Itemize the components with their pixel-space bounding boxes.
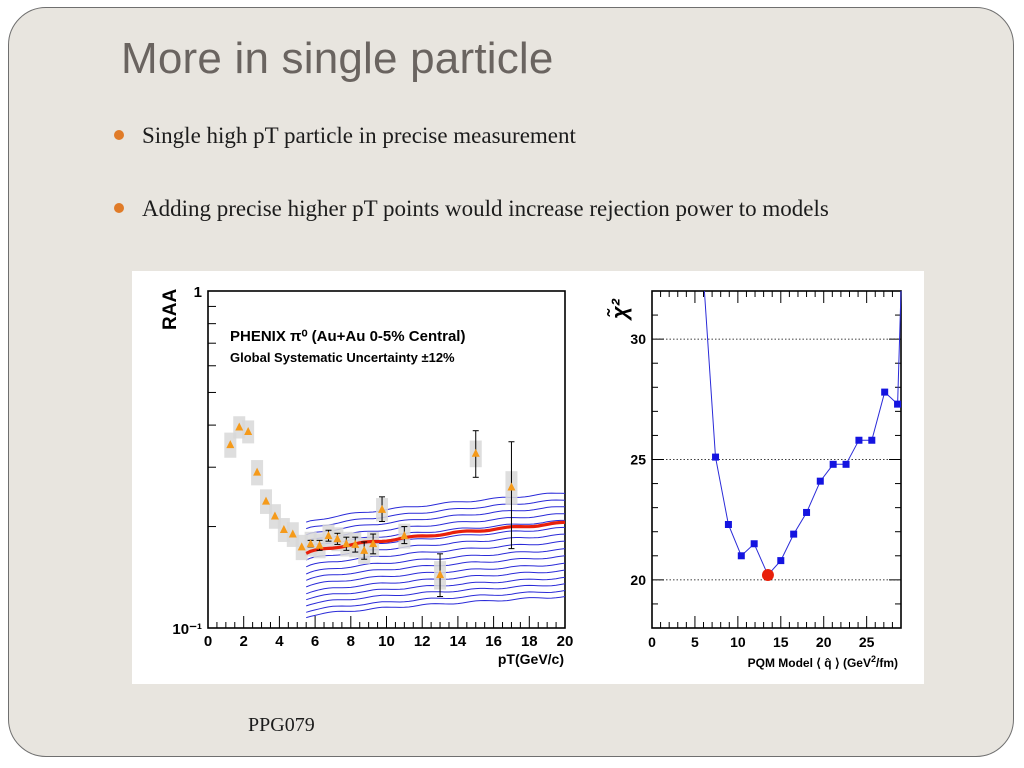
raa-model-curve: [306, 590, 566, 613]
bullet-text: Single high pT particle in precise measu…: [142, 123, 576, 148]
raa-y-ticks: 1 10⁻¹: [172, 284, 222, 638]
raa-annotation-line2: Global Systematic Uncertainty ±12%: [230, 350, 455, 365]
chi2-marker: [842, 460, 850, 468]
chi2-marker: [712, 453, 720, 461]
raa-model-curve: [306, 506, 566, 536]
chi2-chart: 20 25 30 0 5 10 15 20 25 χ̃² PQM Model ⟨ q̂ ⟩ (…: [607, 290, 902, 670]
raa-model-curve: [306, 548, 566, 575]
chi2-x-tick-label: 10: [730, 634, 746, 650]
raa-data-point: [262, 496, 271, 505]
raa-data-points: [226, 422, 516, 579]
raa-data-point: [400, 531, 409, 540]
chi2-y-tick-label: 20: [630, 572, 646, 588]
chi2-marker: [881, 388, 889, 396]
raa-model-curve: [306, 499, 566, 530]
chi2-marker: [777, 557, 785, 565]
chi2-marker: [816, 477, 824, 485]
raa-data-point: [244, 426, 253, 435]
raa-data-point: [369, 539, 378, 548]
raa-data-point: [342, 539, 351, 548]
raa-data-point: [324, 531, 333, 540]
chi2-x-tick-label: 15: [773, 634, 789, 650]
chi2-marker: [737, 552, 745, 560]
chi2-x-label-sup: 2: [871, 654, 876, 664]
raa-y-tick-label: 1: [194, 284, 202, 301]
figure-svg: 110⁻¹ 0 2 4 6 8 10 12 14 16 18 20 PHENIX π⁰ (Au+Au…: [160, 284, 902, 670]
raa-data-point: [253, 467, 262, 476]
raa-chart: 1 10⁻¹ 0 2 4 6 8 10 12 14 16 18 20 PHENIX π⁰ (Au+Au…: [160, 284, 573, 667]
chi2-x-ticks: 0 5 10 15 20 25: [648, 291, 902, 650]
chi2-y-tick-label: 25: [630, 452, 646, 468]
chi2-plot-frame: [651, 290, 902, 629]
raa-data-point: [436, 570, 445, 579]
raa-data-point: [378, 504, 387, 513]
raa-x-tick-label: 2: [240, 633, 248, 650]
raa-annotation-line1: PHENIX π⁰ (Au+Au 0-5% Central): [230, 328, 465, 345]
raa-data-point: [297, 542, 306, 551]
raa-data-point: [279, 525, 288, 534]
figure-panel: 1 10⁻¹ 0 2 4 6 8 10 12 14 16 18 20 PHENIX π⁰ (Au+Au…: [132, 271, 924, 684]
chi2-x-tick-label: 5: [691, 634, 699, 650]
chi2-x-label-prefix: PQM Model ⟨ q̂ ⟩ (GeV: [748, 656, 871, 670]
chi2-curve-line: [703, 290, 902, 576]
chi2-curve: [703, 290, 902, 576]
raa-model-curve: [306, 596, 566, 619]
raa-y-tick-label: 10⁻¹: [172, 621, 202, 638]
bullet-dot-icon: [114, 130, 124, 140]
bullet-list: Single high pT particle in precise measu…: [112, 118, 829, 264]
raa-x-tick-label: 18: [521, 633, 538, 650]
raa-data-point: [360, 545, 369, 554]
raa-data-point: [315, 540, 324, 549]
chi2-marker: [855, 436, 863, 444]
chi2-marker: [750, 540, 758, 548]
bullet-item: Single high pT particle in precise measu…: [112, 118, 829, 154]
chi2-y-axis-label: χ̃²: [607, 298, 632, 321]
chi2-marker: [868, 436, 876, 444]
raa-x-tick-label: 0: [204, 633, 212, 650]
chi2-x-tick-label: 0: [648, 634, 656, 650]
chi2-x-tick-label: 20: [816, 634, 832, 650]
bullet-text: Adding precise higher pT points would in…: [142, 196, 829, 221]
chi2-marker: [790, 530, 798, 538]
raa-data-point: [288, 529, 297, 538]
raa-data-point: [306, 539, 315, 548]
raa-x-tick-label: 20: [557, 633, 574, 650]
bullet-item: Adding precise higher pT points would in…: [112, 191, 829, 227]
raa-model-curve: [306, 583, 566, 607]
chi2-marker: [803, 508, 811, 516]
chi2-markers: [712, 388, 902, 582]
chi2-x-label-suffix: /fm): [876, 656, 898, 670]
raa-data-point: [270, 511, 279, 520]
raa-model-curve: [306, 540, 566, 568]
raa-data-point: [333, 534, 342, 543]
chi2-minimum-marker: [761, 569, 774, 582]
chi2-marker: [829, 460, 837, 468]
raa-x-tick-label: 8: [347, 633, 355, 650]
chi2-marker: [724, 520, 732, 528]
raa-x-tick-label: 4: [275, 633, 284, 650]
raa-x-tick-label: 10: [378, 633, 395, 650]
raa-y-axis-label: RAA: [160, 289, 181, 330]
raa-x-ticks: 0 2 4 6 8 10 12 14 16 18 20: [204, 616, 574, 650]
raa-x-tick-label: 14: [450, 633, 467, 650]
chi2-marker: [894, 400, 902, 408]
raa-data-point: [351, 539, 360, 548]
raa-model-curve: [306, 492, 566, 523]
chi2-y-ticks: 20 25 30: [630, 290, 901, 629]
raa-data-point: [235, 422, 244, 431]
chi2-grid: [652, 338, 901, 581]
raa-x-axis-label: pT(GeV/c): [498, 651, 564, 667]
chi2-x-tick-label: 25: [859, 634, 875, 650]
raa-x-tick-label: 16: [485, 633, 502, 650]
raa-data-point: [507, 482, 516, 491]
raa-data-point: [226, 440, 235, 449]
chi2-x-axis-label: PQM Model ⟨ q̂ ⟩ (GeV2/fm): [748, 654, 898, 670]
slide-footer: PPG079: [248, 714, 315, 736]
chi2-y-tick-label: 30: [630, 331, 646, 347]
raa-x-tick-label: 6: [311, 633, 319, 650]
raa-data-point: [471, 448, 480, 457]
bullet-dot-icon: [114, 203, 124, 213]
slide-title: More in single particle: [121, 34, 554, 83]
raa-x-tick-label: 12: [414, 633, 431, 650]
